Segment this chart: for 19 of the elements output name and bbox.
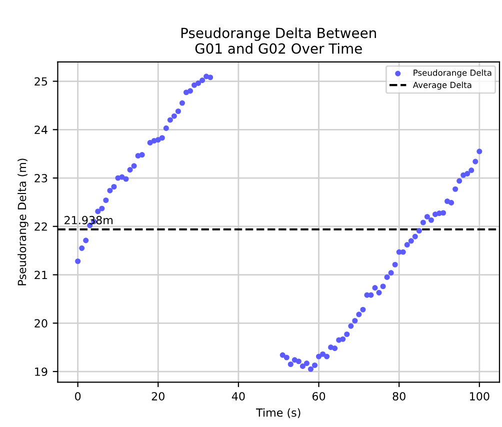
annotation: 21.938m [64,216,113,224]
y-tick-label: 20 [34,319,48,328]
x-tick-label: 20 [152,392,164,400]
y-tick-label: 25 [34,77,48,86]
x-tick-label: 0 [75,392,81,400]
legend-label: Average Delta [412,82,472,90]
x-tick-label: 60 [312,392,326,400]
y-tick-label: 21 [34,270,47,279]
y-tick-label: 22 [34,222,47,231]
y-axis-title: Pseudorange Delta (m) [18,158,28,286]
x-tick-label: 100 [470,392,490,400]
chart-title: Pseudorange Delta Between G01 and G02 Over Time [181,27,376,54]
y-tick-label: 19 [35,367,48,376]
y-tick-label: 23 [34,174,48,182]
x-tick-label: 40 [232,392,245,400]
x-axis-title: Time (s) [256,408,300,418]
legend-label: Pseudorange Delta [414,69,492,78]
x-tick-label: 80 [392,392,406,400]
y-tick-label: 24 [34,126,48,134]
